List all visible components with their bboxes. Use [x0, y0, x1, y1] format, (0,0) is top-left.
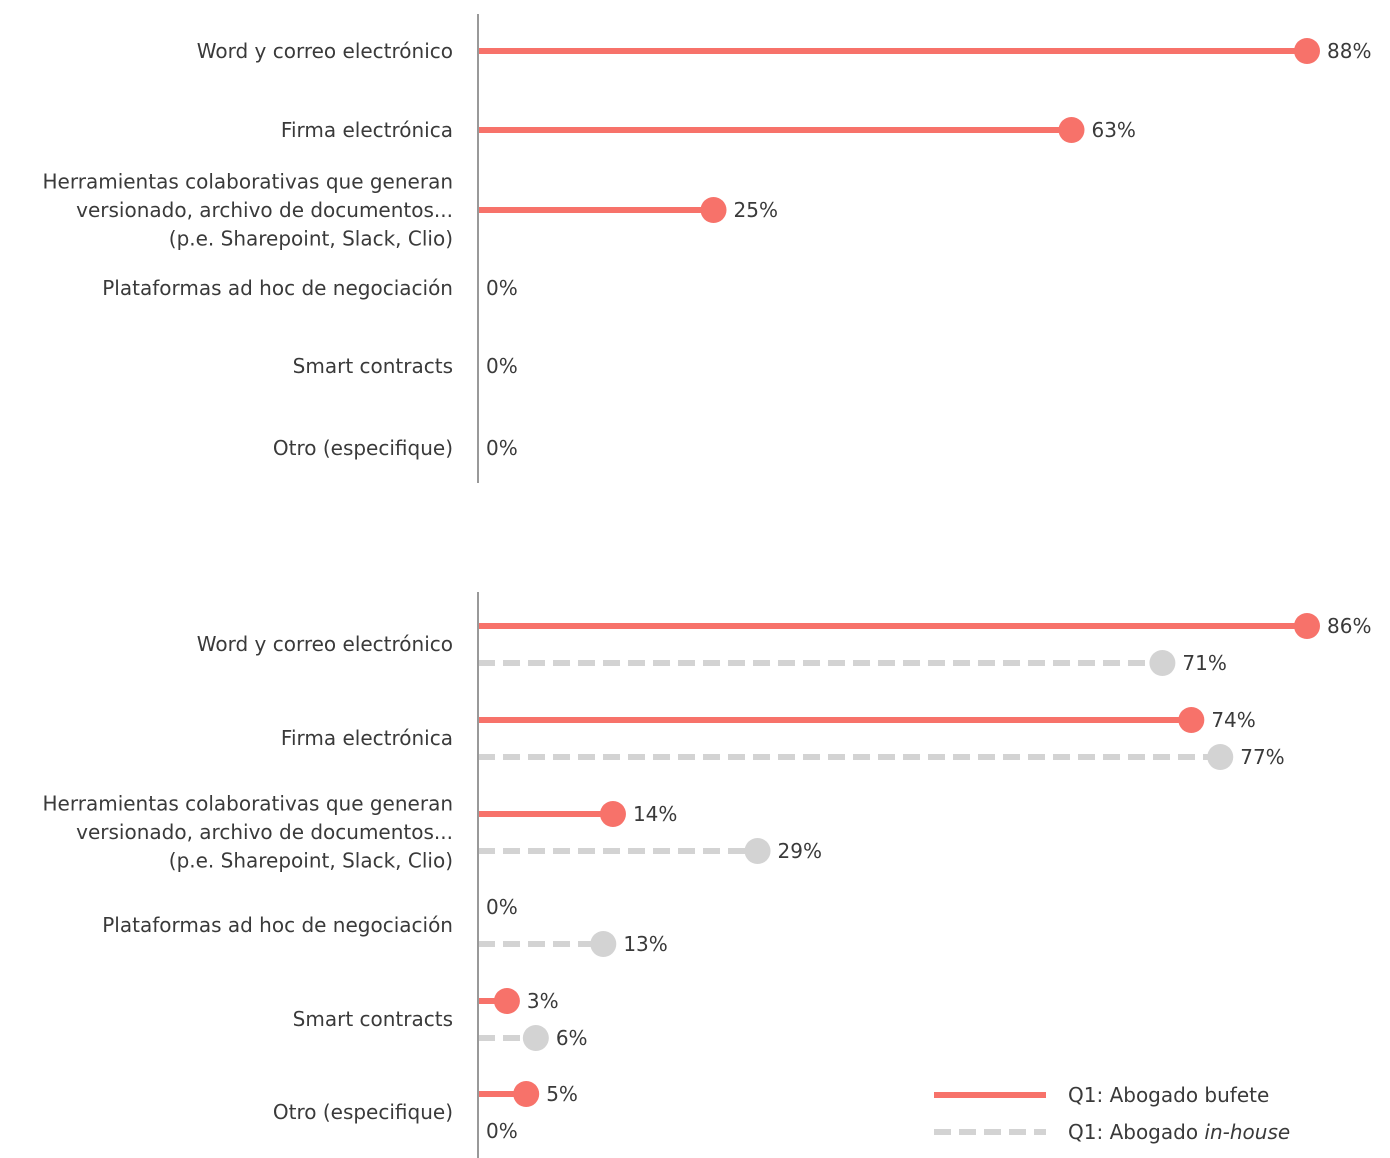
- category-label-line: Plataformas ad hoc de negociación: [102, 913, 453, 937]
- category-label-line: Plataformas ad hoc de negociación: [102, 276, 453, 300]
- category-label-line: Word y correo electrónico: [197, 39, 453, 63]
- data-label: 29%: [778, 839, 822, 863]
- series-2-dot: [522, 1025, 549, 1051]
- data-label: 0%: [486, 276, 518, 300]
- series-1-dot: [513, 1081, 540, 1107]
- data-label: 13%: [623, 932, 667, 956]
- series-1-dot: [1058, 117, 1085, 143]
- legend-label-emphasis: bufete: [1204, 1083, 1269, 1107]
- category-label-line: (p.e. Sharepoint, Slack, Clio): [169, 849, 453, 873]
- chart-1: Word y correo electrónico Firma electróni…: [43, 14, 1371, 483]
- category-label-line: Smart contracts: [293, 1007, 453, 1031]
- data-label: 0%: [486, 436, 518, 460]
- category-label: Word y correo electrónico: [197, 632, 453, 656]
- category-label-line: Smart contracts: [293, 354, 453, 378]
- category-label-line: versionado, archivo de documentos...: [76, 820, 453, 844]
- category-label: Herramientas colaborativas que generan ve…: [43, 792, 453, 873]
- category-label: Herramientas colaborativas que generan ve…: [43, 170, 453, 251]
- category-label-line: Word y correo electrónico: [197, 632, 453, 656]
- chart-2: Word y correo electrónico Firma electróni…: [43, 592, 1371, 1158]
- category-label: Otro (especifique): [273, 436, 453, 460]
- category-label: Word y correo electrónico: [197, 39, 453, 63]
- series-1-dot: [700, 197, 727, 223]
- legend-label-emphasis: in-house: [1204, 1120, 1290, 1144]
- category-label-line: Firma electrónica: [281, 118, 453, 142]
- series-1-dot: [493, 988, 520, 1014]
- category-label: Plataformas ad hoc de negociación: [102, 913, 453, 937]
- legend-label-prefix: Q1: Abogado: [1068, 1120, 1204, 1144]
- data-label: 63%: [1091, 118, 1135, 142]
- category-label-line: versionado, archivo de documentos...: [76, 198, 453, 222]
- category-label-line: (p.e. Sharepoint, Slack, Clio): [169, 227, 453, 251]
- data-label: 5%: [546, 1082, 578, 1106]
- category-label: Otro (especifique): [273, 1100, 453, 1124]
- data-label: 77%: [1240, 745, 1284, 769]
- category-label: Firma electrónica: [281, 118, 453, 142]
- data-label: 0%: [486, 1119, 518, 1143]
- category-label: Firma electrónica: [281, 726, 453, 750]
- category-label: Smart contracts: [293, 1007, 453, 1031]
- data-label: 14%: [633, 802, 677, 826]
- category-label: Plataformas ad hoc de negociación: [102, 276, 453, 300]
- series-1-dot: [1294, 38, 1320, 64]
- data-label: 71%: [1182, 651, 1226, 675]
- legend-label: Q1: Abogado in-house: [1068, 1120, 1290, 1144]
- data-label: 25%: [734, 198, 778, 222]
- series-2-dot: [590, 931, 617, 957]
- data-label: 0%: [486, 354, 518, 378]
- data-label: 88%: [1327, 39, 1371, 63]
- series-1-dot: [1178, 707, 1205, 733]
- category-label: Smart contracts: [293, 354, 453, 378]
- category-label-line: Herramientas colaborativas que generan: [43, 170, 453, 194]
- data-label: 3%: [527, 989, 559, 1013]
- series-1-dot: [599, 801, 626, 827]
- data-label: 6%: [556, 1026, 588, 1050]
- category-label-line: Otro (especifique): [273, 1100, 453, 1124]
- series-2-dot: [744, 838, 771, 864]
- data-label: 74%: [1211, 708, 1255, 732]
- category-label-line: Otro (especifique): [273, 436, 453, 460]
- legend-label: Q1: Abogado bufete: [1068, 1083, 1269, 1107]
- legend-label-prefix: Q1: Abogado: [1068, 1083, 1204, 1107]
- series-2-dot: [1149, 650, 1176, 676]
- data-label: 0%: [486, 895, 518, 919]
- series-2-dot: [1207, 744, 1234, 770]
- data-label: 86%: [1327, 614, 1371, 638]
- series-1-dot: [1294, 613, 1320, 639]
- category-label-line: Firma electrónica: [281, 726, 453, 750]
- category-label-line: Herramientas colaborativas que generan: [43, 792, 453, 816]
